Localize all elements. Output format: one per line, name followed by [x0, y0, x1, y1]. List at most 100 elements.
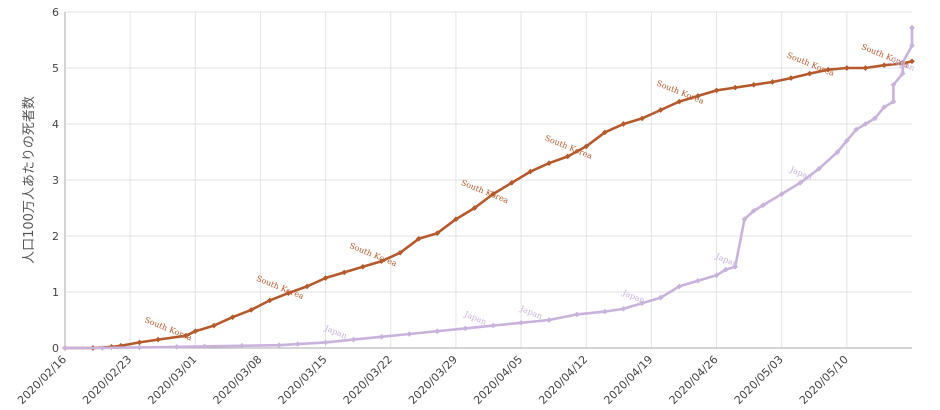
japan-point: [695, 277, 701, 284]
south-korea-point: [844, 65, 850, 71]
y-tick-labels: 0 1 2 3 4 5 6: [52, 6, 59, 355]
south-korea-point: [788, 75, 794, 81]
y-tick-label: 0: [52, 342, 59, 355]
x-tick-label: 2020/05/03: [732, 353, 786, 407]
south-korea-point: [639, 115, 645, 122]
japan-inline-label: Japan: [713, 251, 739, 268]
japan-inline-label: Japan: [323, 323, 349, 340]
x-tick-label: 2020/03/08: [211, 353, 265, 407]
y-tick-label: 3: [52, 174, 59, 187]
x-tick-label: 2020/04/26: [667, 353, 721, 407]
x-tick-label: 2020/04/05: [471, 353, 525, 407]
south-korea-line: [65, 60, 913, 350]
south-korea-point: [490, 191, 496, 197]
japan-point: [881, 104, 887, 111]
japan-point: [62, 345, 68, 351]
south-korea-point: [750, 81, 757, 88]
south-korea-point: [546, 160, 552, 167]
japan-point: [173, 344, 180, 350]
south-korea-point: [266, 297, 273, 304]
japan-point: [899, 59, 906, 66]
japan-point: [620, 305, 627, 312]
x-tick-label: 2020/02/23: [80, 353, 134, 407]
south-korea-point: [909, 58, 915, 65]
y-tick-label: 5: [52, 62, 59, 75]
japan-inline-label: Japan: [518, 304, 544, 321]
japan-point: [657, 294, 664, 301]
y-axis-title: 人口100万人あたりの死者数: [22, 96, 37, 264]
series-group: [62, 24, 915, 351]
south-korea-point: [183, 332, 189, 339]
japan-point: [518, 319, 524, 326]
japan-point: [816, 165, 822, 172]
south-korea-point: [248, 307, 254, 313]
y-tick-label: 1: [52, 286, 59, 299]
japan-point: [378, 333, 385, 340]
south-korea-point: [415, 235, 422, 242]
south-korea-point: [471, 205, 478, 211]
x-tick-label: 2020/05/10: [797, 353, 851, 407]
south-korea-point: [881, 62, 887, 69]
japan-point: [797, 179, 804, 186]
south-korea-point: [527, 168, 534, 175]
japan-point: [871, 115, 878, 122]
south-korea-point: [695, 93, 701, 99]
south-korea-point: [732, 84, 738, 91]
south-korea-point: [285, 290, 292, 296]
japan-inline-label: Japan: [620, 288, 646, 305]
x-tick-label: 2020/04/12: [536, 353, 590, 407]
japan-point: [294, 341, 301, 347]
grid-lines: [64, 11, 912, 349]
south-korea-point: [620, 121, 627, 127]
y-tick-label: 6: [52, 6, 59, 19]
japan-point: [834, 149, 841, 155]
south-korea-point: [713, 87, 720, 94]
south-korea-point: [211, 322, 217, 329]
south-korea-point: [397, 249, 403, 256]
axes: [64, 12, 912, 349]
japan-point: [201, 343, 208, 350]
south-korea-point: [360, 263, 366, 270]
x-tick-label: 2020/03/22: [341, 353, 395, 407]
japan-point: [574, 311, 580, 318]
japan-point: [602, 308, 608, 315]
japan-point: [723, 266, 729, 273]
y-tick-label: 4: [52, 118, 59, 131]
south-korea-point: [583, 143, 590, 150]
japan-point: [862, 121, 869, 127]
japan-point: [490, 322, 496, 329]
japan-point: [239, 342, 245, 349]
japan-point: [350, 336, 357, 343]
japan-point: [844, 137, 850, 144]
japan-point: [276, 342, 282, 349]
south-korea-point: [453, 216, 459, 223]
japan-point: [546, 317, 552, 323]
japan-point: [909, 24, 915, 31]
japan-point: [99, 345, 106, 351]
y-tick-label: 2: [52, 230, 59, 243]
south-korea-point: [508, 179, 515, 186]
south-korea-point: [769, 79, 776, 85]
japan-inline-label: Japan: [788, 165, 814, 182]
japan-point: [890, 98, 897, 105]
south-korea-point: [304, 283, 310, 290]
south-korea-point: [862, 65, 869, 71]
south-korea-point: [229, 314, 236, 321]
x-tick-labels: 2020/02/16 2020/02/23 2020/03/01 2020/03/08…: [15, 353, 851, 407]
japan-point: [750, 207, 757, 214]
south-korea-point: [136, 339, 143, 346]
south-korea-point: [155, 336, 161, 343]
japan-inline-label: Japan: [462, 309, 488, 326]
japan-point: [639, 300, 645, 307]
japan-point: [322, 339, 329, 346]
japan-point: [760, 202, 766, 209]
x-tick-label: 2020/04/19: [601, 353, 655, 407]
x-tick-label: 2020/03/01: [145, 353, 199, 407]
japan-point: [676, 283, 683, 290]
south-korea-point: [192, 328, 199, 335]
japan-point: [741, 216, 748, 223]
south-korea-point: [564, 153, 571, 160]
japan-point: [434, 328, 441, 335]
